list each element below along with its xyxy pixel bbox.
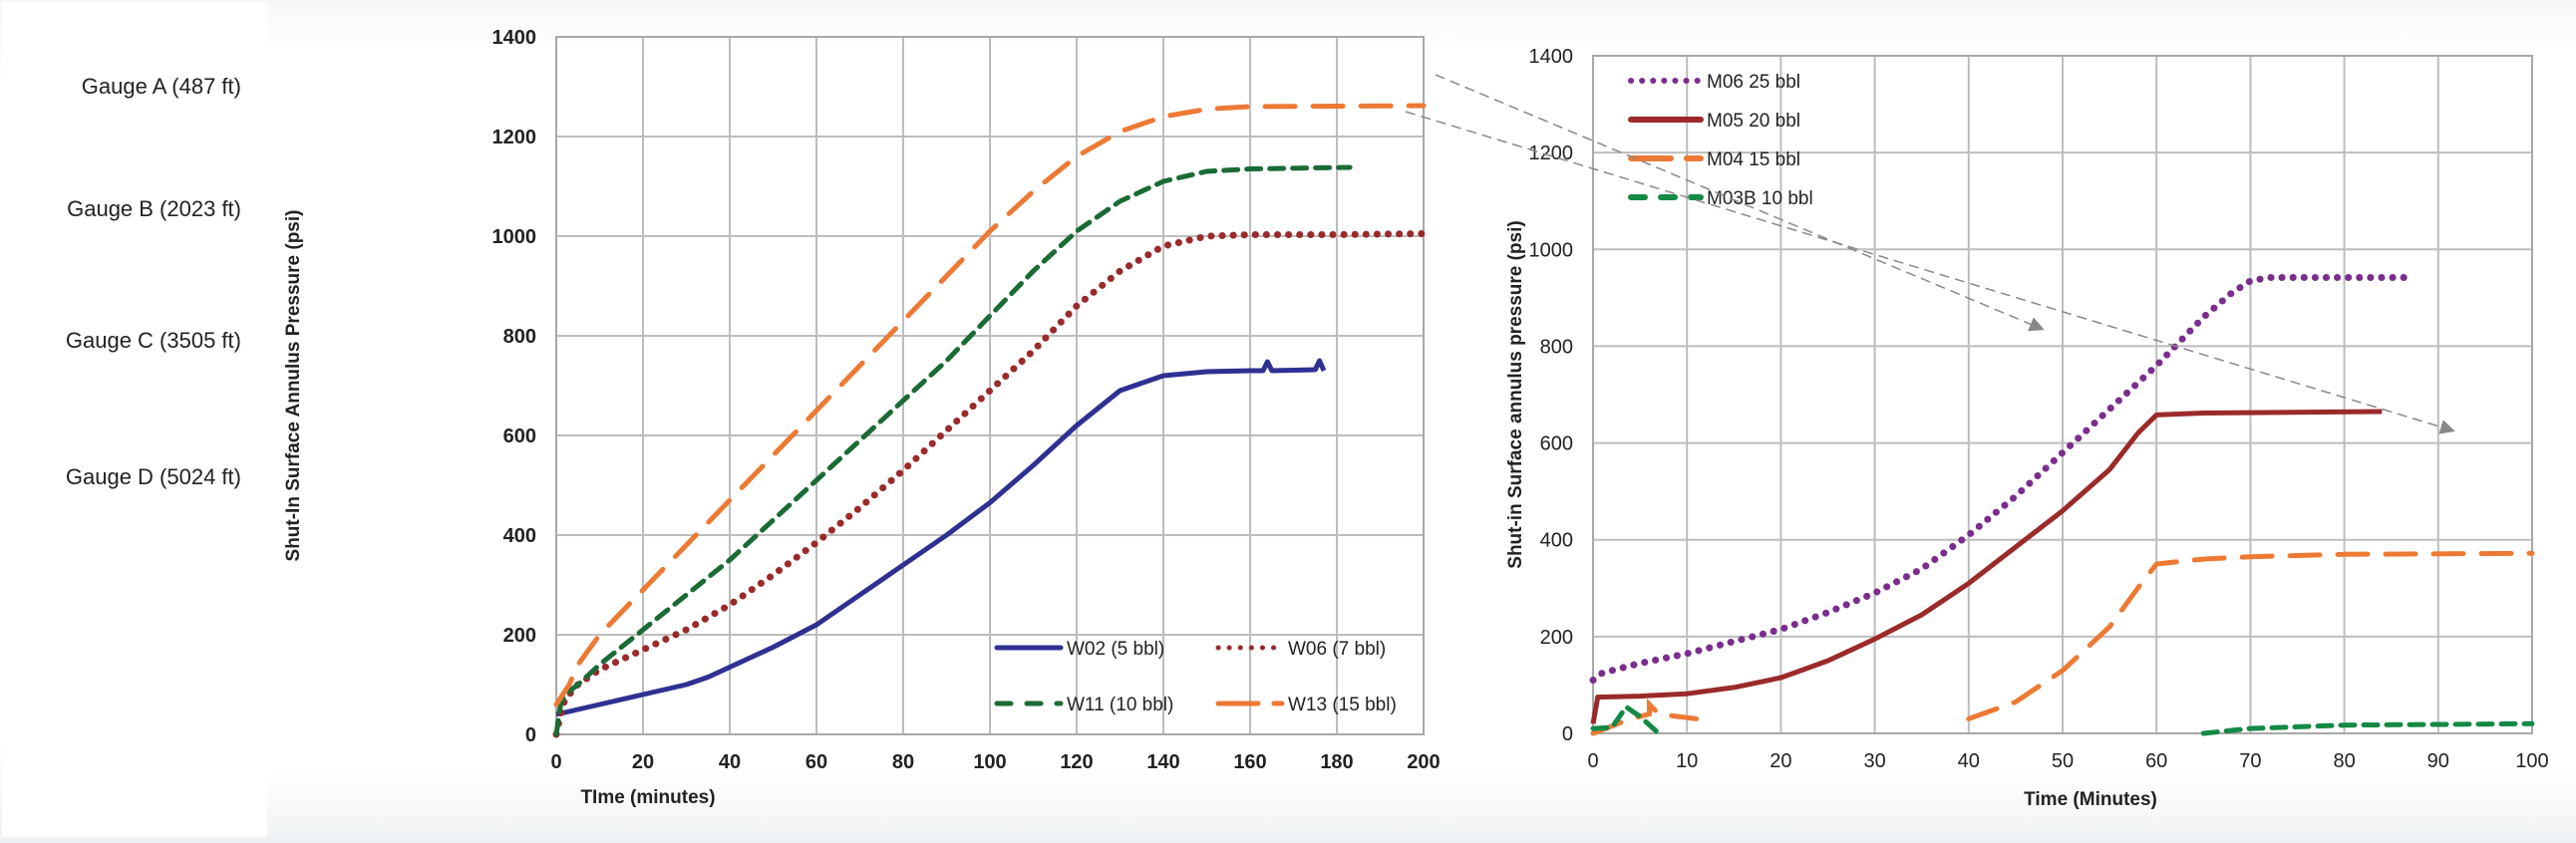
y-tick-label: 200 <box>503 625 536 647</box>
x-tick-label: 180 <box>1320 751 1353 773</box>
series-line-m05 <box>1590 409 2383 724</box>
legend-label: M04 15 bbl <box>1707 149 1800 170</box>
x-tick-label: 10 <box>1676 750 1698 772</box>
y-axis-label: Shut-in Surface annulus pressure (psi) <box>1505 220 1526 568</box>
series-line-w11 <box>553 164 1353 737</box>
y-tick-label: 1200 <box>492 127 537 148</box>
x-tick-label: 60 <box>2145 750 2167 772</box>
x-tick-label: 0 <box>1587 750 1598 772</box>
legend-label: M06 25 bbl <box>1707 72 1800 93</box>
legend-label: M03B 10 bbl <box>1707 188 1813 209</box>
connector-arrow-w13-to-m04 <box>1435 74 2045 332</box>
x-tick-label: 120 <box>1060 751 1093 773</box>
gauge-a-label: Gauge A (487 ft) <box>81 74 241 99</box>
legend-label: W06 (7 bbl) <box>1288 639 1386 660</box>
series-line-m04 <box>1966 550 2535 721</box>
series-line-w02 <box>555 358 1327 717</box>
x-tick-label: 70 <box>2239 750 2261 772</box>
legend-label: W02 (5 bbl) <box>1067 639 1164 660</box>
y-tick-label: 600 <box>503 425 536 447</box>
y-tick-label: 800 <box>1540 336 1573 358</box>
y-tick-label: 600 <box>1540 433 1573 455</box>
gauge-c-label: Gauge C (3505 ft) <box>65 328 241 353</box>
y-tick-label: 800 <box>503 326 536 348</box>
x-axis-label: Time (Minutes) <box>2024 789 2157 810</box>
y-tick-label: 200 <box>1540 627 1573 649</box>
x-tick-label: 60 <box>805 751 827 773</box>
y-axis-label: Shut-In Surface Annulus Pressure (psi) <box>283 210 304 562</box>
y-tick-label: 400 <box>1540 530 1573 552</box>
connector-arrows <box>1405 74 2455 434</box>
x-axis-label: TIme (minutes) <box>580 787 715 808</box>
series-line-m06 <box>1589 274 2414 685</box>
x-tick-label: 30 <box>1863 750 1885 772</box>
plot-frame <box>1592 55 2533 734</box>
chart-2: 0 10 20 30 40 50 60 70 80 90 100020040060080010001… <box>1505 46 2549 810</box>
gauge-d-label: Gauge D (5024 ft) <box>65 464 241 489</box>
x-tick-label: 90 <box>2427 750 2449 772</box>
y-tick-label: 1400 <box>1529 46 1574 68</box>
x-tick-label: 100 <box>2515 750 2548 772</box>
x-tick-label: 140 <box>1146 751 1179 773</box>
y-tick-label: 1000 <box>1529 239 1574 261</box>
x-tick-label: 200 <box>1407 751 1440 773</box>
gauge-b-label: Gauge B (2023 ft) <box>67 196 241 221</box>
legend-label: W11 (10 bbl) <box>1067 695 1173 715</box>
x-tick-label: 100 <box>973 751 1006 773</box>
x-tick-label: 40 <box>719 751 741 773</box>
legend-label: W13 (15 bbl) <box>1288 695 1397 715</box>
legend-label: M05 20 bbl <box>1707 111 1800 132</box>
y-tick-label: 400 <box>503 525 536 547</box>
x-tick-label: 160 <box>1233 751 1266 773</box>
series-fragment-m04 <box>1590 698 1700 736</box>
y-tick-label: 1400 <box>492 27 537 49</box>
y-tick-label: 1000 <box>492 226 537 248</box>
x-tick-label: 50 <box>2052 750 2074 772</box>
plot-frame <box>555 36 1425 735</box>
x-tick-label: 40 <box>1958 750 1980 772</box>
series-line-w13 <box>553 103 1427 707</box>
y-tick-label: 0 <box>1562 723 1573 745</box>
x-tick-label: 0 <box>550 751 561 773</box>
charts-panel <box>267 2 2576 837</box>
x-tick-label: 80 <box>892 751 914 773</box>
x-tick-label: 20 <box>1770 750 1791 772</box>
y-tick-label: 0 <box>525 724 536 746</box>
x-tick-label: 20 <box>632 751 654 773</box>
x-tick-label: 80 <box>2333 750 2355 772</box>
series-fragment-m03b <box>1590 702 1662 736</box>
chart-1: 0 20 40 60 80 100 120 140 160 180 200 0 200 400 600 800… <box>283 27 1441 808</box>
connector-arrow-w11-to-m03b <box>1405 111 2455 434</box>
series-line-m03b <box>2200 720 2535 736</box>
